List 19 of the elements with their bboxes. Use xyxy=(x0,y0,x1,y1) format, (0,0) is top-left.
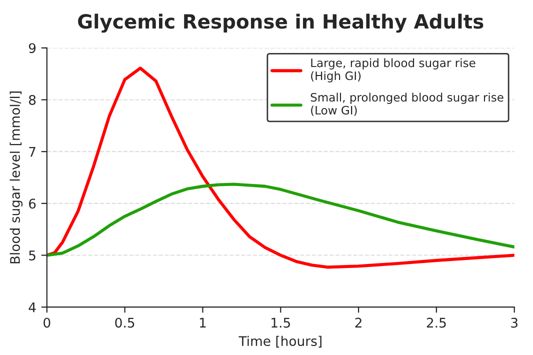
x-tick-label: 1 xyxy=(200,318,206,328)
chart-title: Glycemic Response in Healthy Adults xyxy=(78,14,484,33)
y-tick-label: 9 xyxy=(28,43,36,54)
x-tick-label: 2.5 xyxy=(426,318,446,328)
line-series xyxy=(46,182,514,257)
x-tick-label: 1.5 xyxy=(272,318,290,328)
y-tick-label: 6 xyxy=(29,198,36,209)
x-tick-label: 0.5 xyxy=(115,318,134,328)
y-tick-label: 5 xyxy=(29,250,36,260)
legend-label: Large, rapid blood sugar rise (High GI) xyxy=(311,58,476,82)
x-tick-label: 2 xyxy=(355,318,362,328)
y-tick-label: 8 xyxy=(28,94,36,105)
y-axis-title: Blood sugar level [mmol/l] xyxy=(10,92,23,264)
x-tick-label: 3 xyxy=(511,318,518,328)
y-tick-label: 4 xyxy=(28,302,36,312)
y-tick-label: 7 xyxy=(29,146,36,157)
x-axis-title: Time [hours] xyxy=(238,336,322,348)
legend-label: Small, prolonged blood sugar rise (Low GI) xyxy=(310,92,504,116)
x-tick-label: 0 xyxy=(44,318,50,328)
